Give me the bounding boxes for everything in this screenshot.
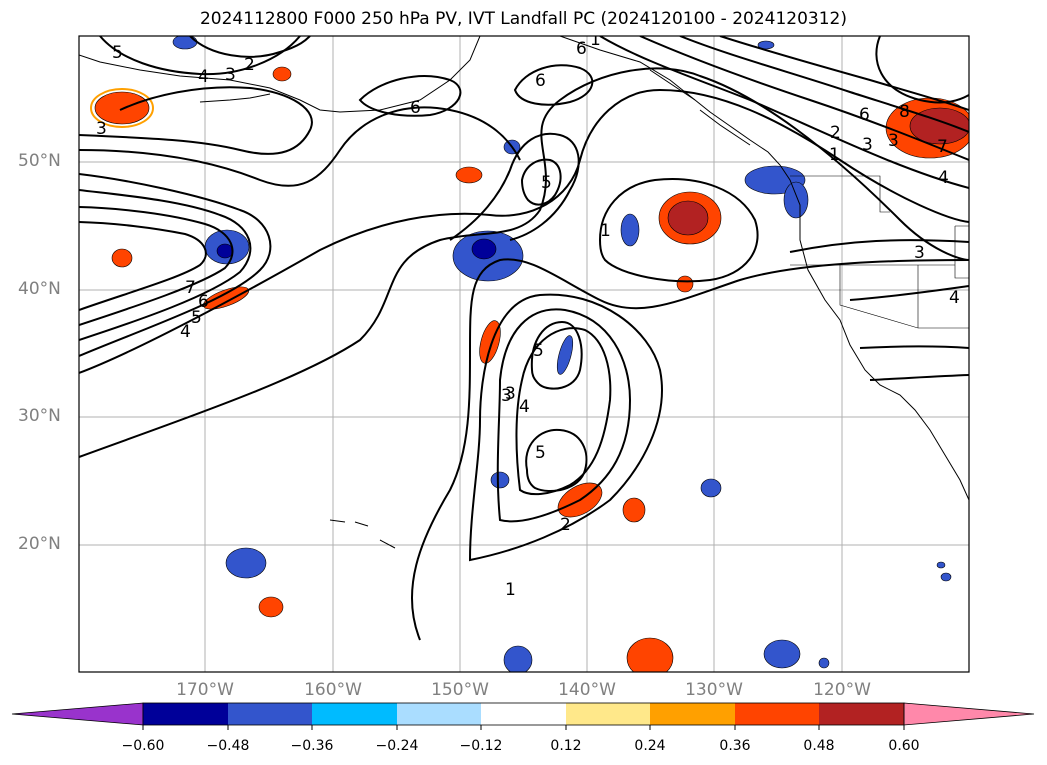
- contour-label: 5: [191, 308, 202, 328]
- political-borders: [790, 175, 969, 329]
- contour-label: 5: [112, 43, 123, 63]
- positive-anomaly: [626, 637, 674, 672]
- map-title: 2024112800 F000 250 hPa PV, IVT Landfall…: [199, 9, 847, 29]
- negative-anomaly: [620, 213, 640, 247]
- contour-label: 3: [96, 119, 107, 139]
- contour-label: 3: [862, 135, 873, 155]
- colorbar-segment: [312, 703, 397, 725]
- contour-label: 6: [198, 292, 209, 312]
- positive-anomaly: [272, 66, 292, 82]
- colorbar-tick-label: −0.24: [375, 738, 419, 754]
- lat-label-40n: 40°N: [18, 279, 61, 299]
- colorbar-tick-label: 0.24: [634, 738, 666, 754]
- colorbar-tick-label: −0.36: [290, 738, 334, 754]
- contour-label: 4: [519, 397, 530, 417]
- colorbar-tick-label: −0.48: [206, 738, 250, 754]
- negative-anomaly: [763, 639, 801, 669]
- contour-label: 1: [600, 221, 611, 241]
- negative-anomaly: [471, 238, 497, 260]
- gridlines: [79, 36, 969, 672]
- negative-anomaly: [783, 181, 809, 219]
- colorbar-segment: [819, 703, 904, 725]
- lon-label-130w: 130°W: [685, 680, 743, 700]
- colorbar-extend-low: [11, 702, 144, 726]
- contour-label: 6: [535, 71, 546, 91]
- contour-label: 7: [937, 137, 948, 157]
- lat-label-30n: 30°N: [18, 406, 61, 426]
- colorbar-segment: [481, 703, 566, 725]
- positive-anomaly: [676, 275, 694, 293]
- contour-label: 6: [410, 98, 421, 118]
- negative-anomaly: [757, 40, 775, 50]
- contour-label: 5: [533, 341, 544, 361]
- contour-label: 3: [914, 243, 925, 263]
- contour-label: 5: [535, 443, 546, 463]
- negative-anomaly: [936, 561, 946, 569]
- lon-label-160w: 160°W: [304, 680, 362, 700]
- colorbar-tick-label: 0.48: [803, 738, 835, 754]
- negative-anomaly: [556, 335, 574, 375]
- contour-label: 3: [888, 131, 899, 151]
- contour-label: 3: [505, 384, 516, 404]
- colorbar-segment: [735, 703, 819, 725]
- positive-anomaly: [258, 596, 284, 618]
- colorbar-extend-high: [903, 702, 1035, 726]
- colorbar-segment: [143, 703, 228, 725]
- positive-anomaly: [455, 166, 483, 184]
- lat-label-20n: 20°N: [18, 534, 61, 554]
- map-frame: [78, 35, 970, 673]
- colorbar-segment: [228, 703, 312, 725]
- negative-anomaly: [490, 471, 510, 489]
- contour-label: 6: [576, 39, 587, 59]
- contour-label: 1: [505, 580, 516, 600]
- contour-label: 2: [560, 515, 571, 535]
- coastlines: [79, 36, 969, 549]
- colorbar-segment: [650, 703, 735, 725]
- contour-label: 7: [185, 278, 196, 298]
- negative-anomaly: [818, 657, 830, 669]
- contour-label: 3: [501, 386, 512, 406]
- negative-anomaly: [172, 36, 198, 50]
- colorbar-segment: [566, 703, 650, 725]
- contour-label: 4: [949, 288, 960, 308]
- contour-label: 6: [859, 105, 870, 125]
- contour-label: 8: [899, 102, 910, 122]
- lat-label-50n: 50°N: [18, 151, 61, 171]
- contour-label: 4: [180, 322, 191, 342]
- positive-anomaly: [667, 200, 709, 236]
- lon-label-170w: 170°W: [176, 680, 234, 700]
- colorbar-segment: [397, 703, 481, 725]
- contours: [79, 36, 969, 641]
- contour-label: 5: [541, 173, 552, 193]
- negative-anomaly: [216, 243, 234, 259]
- colorbar-tick-label: 0.60: [888, 738, 920, 754]
- contour-label: 3: [225, 65, 236, 85]
- colorbar-tick-label: −0.12: [459, 738, 503, 754]
- contour-label: 2: [830, 123, 841, 143]
- negative-anomaly: [225, 547, 267, 579]
- contour-label: 4: [938, 168, 949, 188]
- contour-label: 4: [198, 67, 209, 87]
- lon-label-150w: 150°W: [431, 680, 489, 700]
- negative-anomaly: [503, 645, 533, 672]
- lon-label-120w: 120°W: [813, 680, 871, 700]
- negative-anomaly: [700, 478, 722, 498]
- positive-anomaly: [479, 320, 501, 364]
- positive-anomaly: [111, 248, 133, 268]
- colorbar-tick-label: 0.12: [550, 738, 582, 754]
- lon-label-140w: 140°W: [558, 680, 616, 700]
- anomaly-fills: [90, 36, 969, 672]
- contour-label: 1: [590, 30, 601, 50]
- colorbar-tick-label: −0.60: [121, 738, 165, 754]
- colorbar: [11, 702, 1035, 730]
- colorbar-tick-label: 0.36: [719, 738, 751, 754]
- contour-label: 1: [829, 145, 840, 165]
- contour-label: 2: [244, 55, 255, 75]
- positive-anomaly: [622, 497, 646, 523]
- negative-anomaly: [940, 572, 952, 582]
- contour-labels: 5 4 3 2 3 6 6 6 5 1 3 7 6 5 4 3 5 4 3 5 …: [96, 30, 960, 600]
